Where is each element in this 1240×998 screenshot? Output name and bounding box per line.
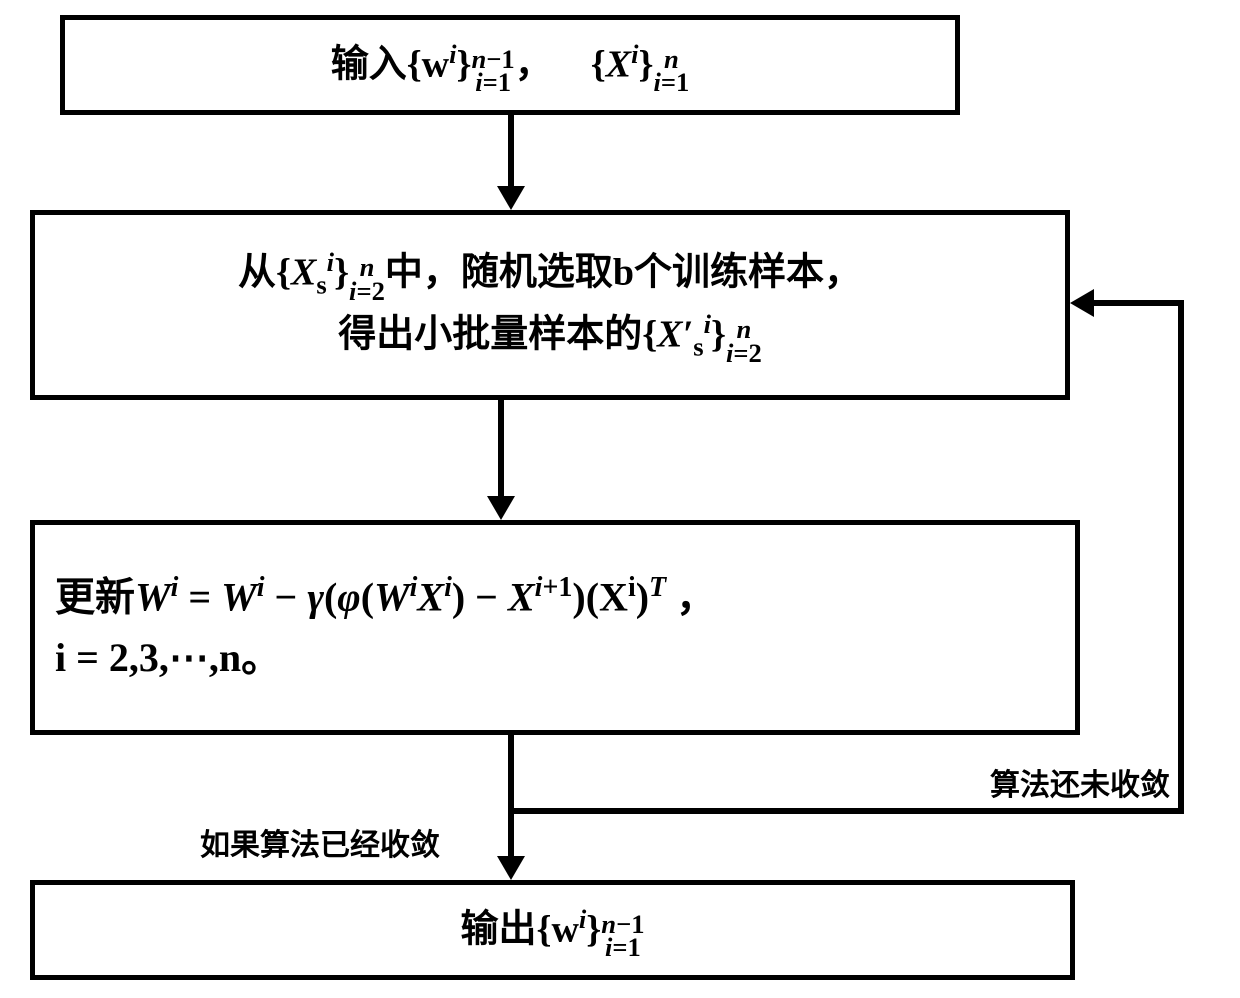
node-sample-text: 从{Xsi}ni=2中，随机选取b个训练样本，得出小批量样本的{X′si}ni=…	[238, 243, 862, 367]
label-converged: 如果算法已经收敛	[200, 820, 440, 864]
arrow-1-line	[508, 115, 514, 190]
flowchart-container: 输入{wi}n−1i=1， {Xi}ni=1 从{Xsi}ni=2中，随机选取b…	[0, 0, 1240, 998]
node-update-text: 更新Wi = Wi − γ(φ(WiXi) − Xi+1)(Xi)T ，i = …	[55, 567, 1055, 687]
flowchart-node-update: 更新Wi = Wi − γ(φ(WiXi) − Xi+1)(Xi)T ，i = …	[30, 520, 1080, 735]
node-input-text: 输入{wi}n−1i=1， {Xi}ni=1	[331, 35, 690, 96]
arrow-1-head	[497, 186, 525, 210]
label-not-converged: 算法还未收敛	[990, 760, 1170, 804]
feedback-arrow-head	[1070, 289, 1094, 317]
arrow-2-line	[498, 400, 504, 500]
arrow-2-head	[487, 496, 515, 520]
feedback-bottom-line	[508, 808, 1184, 814]
feedback-right-line	[1178, 300, 1184, 814]
flowchart-node-sample: 从{Xsi}ni=2中，随机选取b个训练样本，得出小批量样本的{X′si}ni=…	[30, 210, 1070, 400]
flowchart-node-input: 输入{wi}n−1i=1， {Xi}ni=1	[60, 15, 960, 115]
node-output-text: 输出{wi}n−1i=1	[460, 900, 644, 961]
arrow-3-head	[497, 856, 525, 880]
flowchart-node-output: 输出{wi}n−1i=1	[30, 880, 1075, 980]
arrow-3-line	[508, 735, 514, 860]
feedback-top-line	[1094, 300, 1184, 306]
